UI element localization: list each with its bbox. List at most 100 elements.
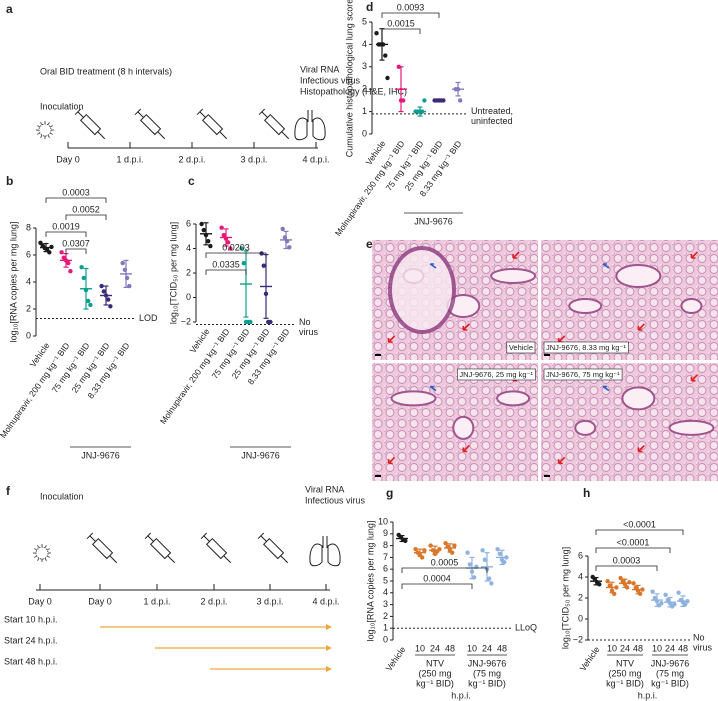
significance-bracket [205,252,267,258]
group-label: NTV [426,658,444,668]
virus-spike [36,125,41,128]
syringe-needle [219,131,228,140]
bronchiole [388,246,456,334]
y-axis-label: log₁₀[RNA copies per mg lung] [365,521,375,642]
data-point [652,595,657,601]
day-label: 3 d.p.i. [240,154,267,164]
data-point [430,548,435,553]
treatment-label: Oral BID treatment (8 h intervals) [40,66,172,76]
scale-bar [375,475,381,477]
data-point [106,297,111,302]
syringe-plunger [147,535,154,542]
y-tick-label: 2 [362,84,367,94]
syringe-body [149,537,172,560]
category-label: 48 [445,643,455,653]
data-point [124,275,130,281]
data-point [482,557,487,562]
data-point [618,575,623,581]
significance-bracket [45,231,87,237]
data-point [592,576,598,582]
syringe-plunger [89,535,96,542]
day-label: 2 d.p.i. [178,154,205,164]
panel-letter: g [386,486,393,500]
significance-bracket [65,214,107,220]
virus-icon [38,123,52,137]
category-label: 24 [430,643,440,653]
data-point [261,263,266,268]
airway [390,390,437,407]
group-label: kg⁻¹ BID) [468,678,506,688]
group-label: JNJ-9676 [468,658,507,668]
data-point [228,246,233,251]
data-point [672,602,677,607]
red-arrow [690,374,699,382]
red-arrow [557,456,566,465]
virus-icon [35,546,49,560]
x-axis-label: h.p.i. [451,690,471,700]
data-point [502,559,507,565]
syringe-cap [134,108,142,116]
y-tick-label: 0 [578,613,583,623]
p-value: 0.0004 [423,573,451,583]
arrow-head [326,624,332,630]
y-tick-label: 4 [26,276,31,286]
airway [615,264,662,288]
category-label: 10 [607,643,617,653]
day-label: 4 d.p.i. [302,154,329,164]
group-label: (250 mg [608,668,641,678]
tile-label: JNJ-9676, 8.33 mg kg⁻¹ [546,343,626,352]
panel-letter: c [188,174,195,188]
data-point [47,250,52,255]
data-point [403,538,408,544]
readout-label: Histopathology (H&E, IHC) [300,86,407,96]
data-point [241,261,246,266]
data-point [127,283,132,289]
data-point [650,589,655,594]
y-tick-label: 3 [362,61,367,71]
p-value: 0.0005 [431,557,459,567]
y-tick-label: 5 [383,575,388,585]
blue-arrow [602,385,610,392]
data-point [239,246,244,251]
syringe-needle [157,131,166,140]
red-arrow [637,444,645,453]
panel-letter: a [6,2,13,16]
data-point [495,546,500,552]
y-tick-label: −2 [181,316,191,326]
data-point [284,238,290,244]
tile-label-box [506,341,536,354]
reference-label: No [693,632,705,642]
reference-label: LOD [139,313,158,323]
y-tick-label: 2 [383,611,388,621]
data-point [208,243,213,249]
significance-bracket [65,248,87,254]
y-tick-label: 1 [383,623,388,633]
reference-label: uninfected [471,116,513,126]
day-label: Day 0 [88,596,112,606]
syringe-needle [223,555,232,564]
syringe-cap [200,532,208,540]
start-label: Start 10 h.p.i. [4,614,58,624]
red-arrow [512,251,520,259]
data-point [620,579,625,584]
data-point [489,581,494,586]
data-point [631,581,636,586]
airway [496,390,531,407]
arrow-head [326,645,332,651]
reference-label: virus [693,642,713,652]
y-tick-label: 6 [186,218,191,228]
data-point [221,232,226,238]
tile-label-box [543,341,629,354]
category-label: Vehicle [384,644,408,672]
data-point [199,221,204,227]
airway [574,419,597,436]
airway [680,298,703,314]
category-label: 48 [633,643,643,653]
red-arrow [387,456,396,465]
data-point [659,601,664,606]
data-point [59,250,64,255]
airway [568,298,603,314]
day-label: 3 d.p.i. [256,596,283,606]
y-axis-label: log₁₀[TCID₅₀ per mg lung] [560,547,570,649]
